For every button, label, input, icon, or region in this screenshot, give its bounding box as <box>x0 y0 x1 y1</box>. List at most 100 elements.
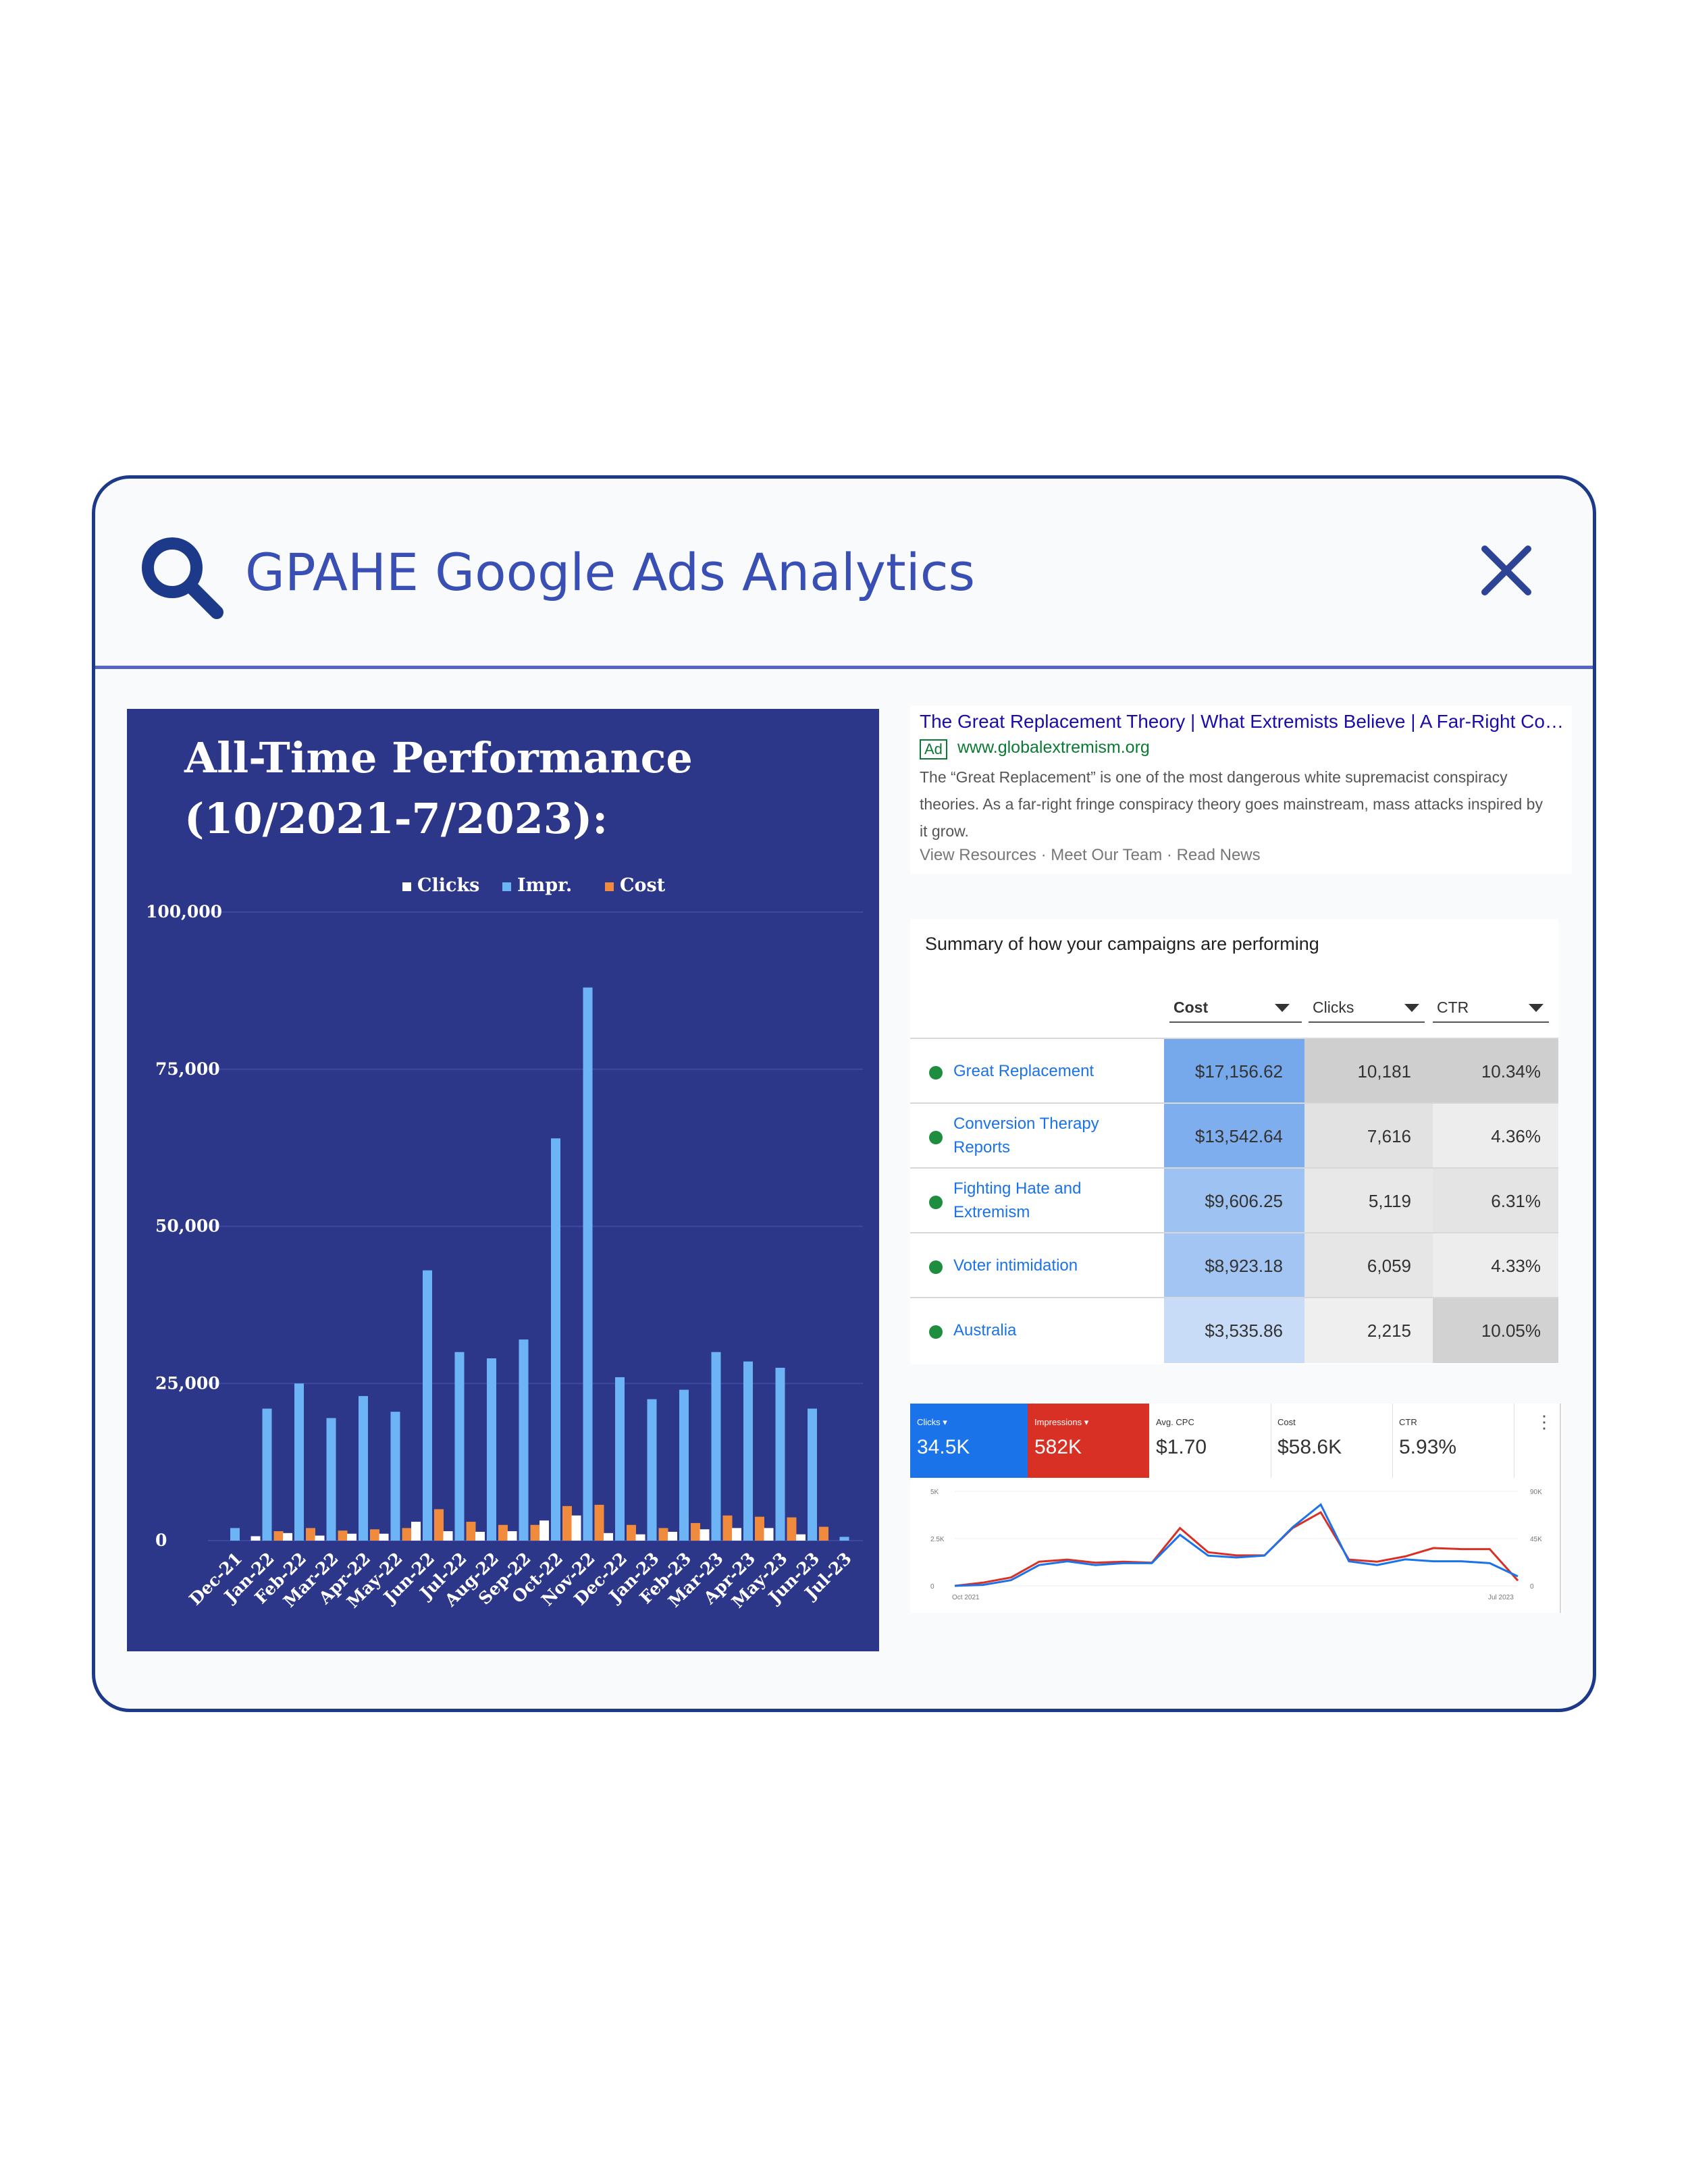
ad-badge: Ad <box>920 739 947 760</box>
ad-sitelinks[interactable]: View Resources · Meet Our Team · Read Ne… <box>920 846 1261 864</box>
bar-impr <box>359 1395 368 1541</box>
table-row[interactable]: Conversion Therapy Reports $13,542.64 7,… <box>910 1102 1558 1169</box>
cost-cell: $9,606.25 <box>1164 1169 1304 1233</box>
legend-swatch <box>502 882 511 891</box>
bar-clicks <box>379 1533 389 1541</box>
metric-label: Clicks ▾ <box>917 1417 947 1427</box>
table-row[interactable]: Voter intimidation $8,923.18 6,059 4.33% <box>910 1232 1558 1298</box>
bar-cost <box>466 1522 476 1541</box>
bar-clicks <box>315 1535 325 1541</box>
trend-line-chart: 5K 2.5K 0 90K 45K 0 Oct 2021 Jul 2023 <box>930 1489 1542 1601</box>
campaign-summary-table: Summary of how your campaigns are perfor… <box>910 919 1558 1364</box>
cost-cell: $17,156.62 <box>1164 1039 1304 1104</box>
bar-clicks <box>411 1522 421 1541</box>
metric-tile-impressions[interactable]: Impressions ▾ 582K <box>1028 1404 1149 1478</box>
bar-cost <box>338 1530 348 1541</box>
legend-label: Impr. <box>517 875 572 896</box>
bar-impr <box>326 1418 336 1541</box>
y-tick-label: 0 <box>155 1530 167 1550</box>
campaign-name[interactable]: Great Replacement <box>953 1062 1094 1080</box>
bar-impr <box>839 1537 849 1541</box>
metric-value: 582K <box>1034 1436 1082 1458</box>
bar-impr <box>808 1408 817 1541</box>
x-axis-start-label: Oct 2021 <box>952 1594 980 1601</box>
y-tick-label: 100,000 <box>146 902 222 922</box>
cost-cell: $8,923.18 <box>1164 1233 1304 1298</box>
impressions-trend-line <box>954 1511 1519 1587</box>
campaign-name[interactable]: Conversion Therapy Reports <box>953 1115 1099 1156</box>
chevron-down-icon[interactable] <box>1529 1004 1544 1012</box>
bar-cost <box>819 1526 828 1541</box>
bar-clicks <box>539 1520 549 1541</box>
bar-cost <box>370 1529 379 1541</box>
clicks-cell: 5,119 <box>1304 1169 1433 1233</box>
campaign-name[interactable]: Australia <box>953 1321 1017 1339</box>
chevron-down-icon[interactable] <box>1275 1004 1290 1012</box>
bar-impr <box>423 1270 432 1541</box>
bar-cost <box>434 1509 444 1541</box>
table-row[interactable]: Fighting Hate and Extremism $9,606.25 5,… <box>910 1167 1558 1233</box>
bar-clicks <box>283 1533 292 1541</box>
bar-cost <box>627 1524 636 1541</box>
metric-tile-clicks[interactable]: Clicks ▾ 34.5K <box>910 1404 1028 1478</box>
ctr-cell: 4.33% <box>1433 1233 1558 1298</box>
left-axis-label: 2.5K <box>930 1536 945 1543</box>
column-header-ctr[interactable]: CTR <box>1437 998 1469 1016</box>
bar-clicks <box>796 1534 806 1541</box>
metric-tile-ctr[interactable]: CTR 5.93% <box>1392 1404 1514 1478</box>
table-row[interactable]: Australia $3,535.86 2,215 10.05% <box>910 1297 1558 1363</box>
all-time-performance-chart: All-Time Performance (10/2021-7/2023): 0… <box>127 709 879 1651</box>
column-header-cost[interactable]: Cost <box>1173 998 1209 1016</box>
metric-tile-avg-cpc[interactable]: Avg. CPC $1.70 <box>1149 1404 1271 1478</box>
bar-clicks <box>732 1528 741 1541</box>
bar-cost <box>530 1524 540 1541</box>
ctr-cell: 10.34% <box>1433 1039 1558 1104</box>
column-underline <box>1433 1021 1549 1023</box>
column-header-clicks[interactable]: Clicks <box>1313 998 1354 1016</box>
bar-clicks <box>347 1533 357 1541</box>
bar-chart-svg: 0 25,000 50,000 75,000 100,000 Clicks Impr. Cos… <box>146 875 863 1612</box>
bar-cost <box>722 1515 733 1541</box>
bar-impr <box>262 1408 272 1541</box>
bar-clicks <box>668 1531 677 1541</box>
metric-label: Avg. CPC <box>1156 1417 1194 1427</box>
more-options-icon[interactable]: ⋮ <box>1535 1412 1553 1432</box>
bar-impr <box>454 1352 465 1541</box>
bar-clicks <box>635 1534 645 1541</box>
search-title[interactable]: GPAHE Google Ads Analytics <box>245 542 976 602</box>
chart-title: All-Time Performance (10/2021-7/2023): <box>184 733 693 843</box>
chevron-down-icon[interactable] <box>1404 1004 1419 1012</box>
campaign-name[interactable]: Fighting Hate and Extremism <box>953 1179 1082 1221</box>
analytics-window: GPAHE Google Ads Analytics All-Time Perf… <box>92 475 1596 1712</box>
legend-label: Cost <box>620 875 666 896</box>
cost-cell: $13,542.64 <box>1164 1104 1304 1169</box>
ad-display-url[interactable]: www.globalextremism.org <box>957 738 1150 757</box>
status-dot <box>929 1196 943 1209</box>
bar-impr <box>551 1138 560 1541</box>
bar-cost <box>402 1528 412 1541</box>
left-axis-label: 5K <box>930 1489 939 1496</box>
bar-impr <box>775 1367 785 1541</box>
close-icon[interactable] <box>1481 545 1532 596</box>
status-dot <box>929 1260 943 1274</box>
bar-clicks <box>443 1531 453 1541</box>
status-dot <box>929 1325 943 1339</box>
search-header: GPAHE Google Ads Analytics <box>95 479 1593 669</box>
summary-title: Summary of how your campaigns are perfor… <box>925 934 1319 954</box>
metric-value: 5.93% <box>1399 1436 1457 1458</box>
metric-value: $1.70 <box>1156 1436 1207 1458</box>
bar-clicks <box>764 1528 774 1541</box>
bar-cost <box>306 1528 315 1541</box>
bar-cost <box>755 1516 764 1541</box>
ad-headline-link[interactable]: The Great Replacement Theory | What Extr… <box>920 711 1568 732</box>
bar-impr <box>711 1352 721 1541</box>
left-axis-label: 0 <box>930 1583 934 1591</box>
metric-label: Cost <box>1277 1417 1296 1427</box>
table-row[interactable]: Great Replacement $17,156.62 10,181 10.3… <box>910 1038 1558 1104</box>
metric-label: Impressions ▾ <box>1034 1417 1089 1427</box>
search-icon[interactable] <box>137 533 225 620</box>
metric-tile-cost[interactable]: Cost $58.6K <box>1271 1404 1393 1478</box>
campaign-name[interactable]: Voter intimidation <box>953 1256 1078 1275</box>
bar-clicks <box>507 1531 517 1541</box>
bar-cost <box>691 1522 700 1541</box>
